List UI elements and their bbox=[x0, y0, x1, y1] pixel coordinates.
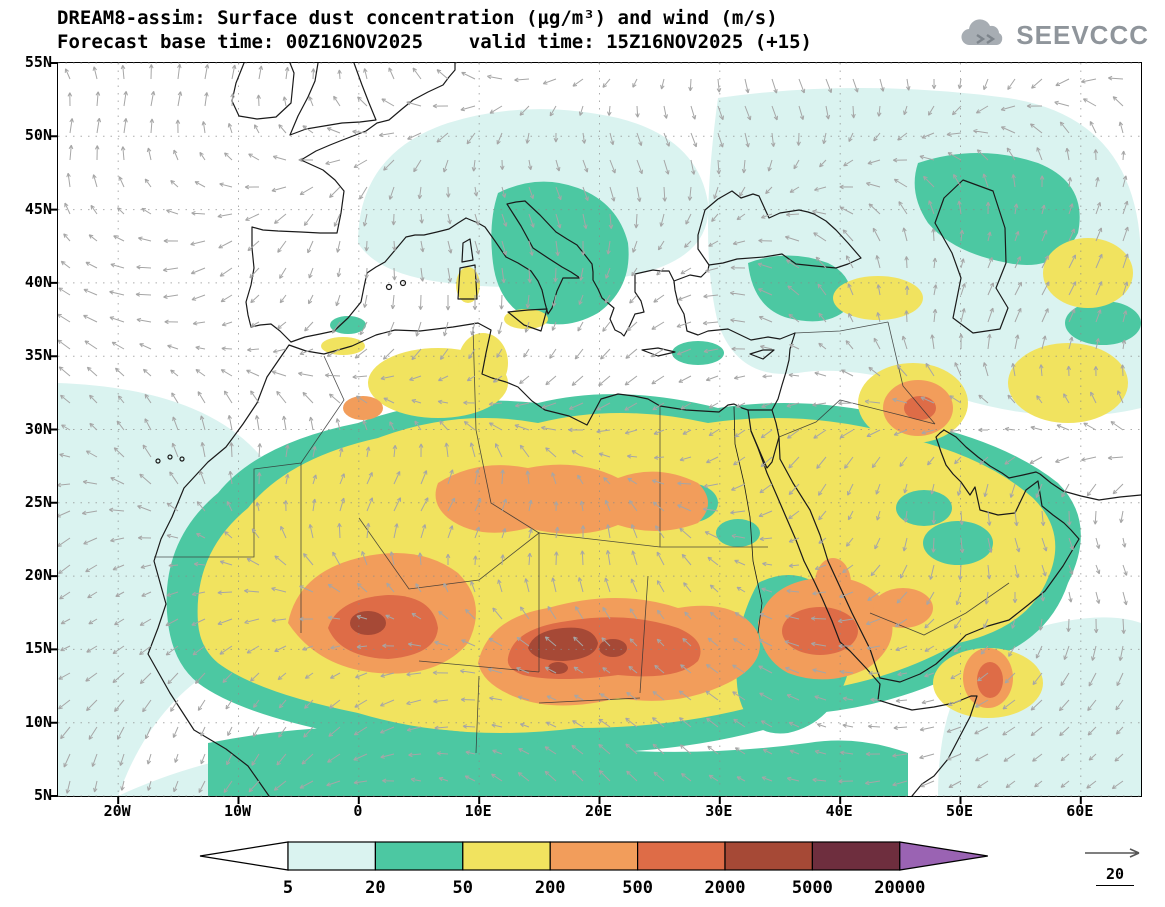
lat-axis-label: 15N bbox=[24, 639, 52, 658]
colorbar-legend: 5 20 50 200 500 2000 5000 20000 bbox=[198, 840, 994, 900]
legend-over-arrow bbox=[899, 841, 988, 871]
dust-field-layer bbox=[58, 88, 1141, 796]
cloud-logo-icon bbox=[961, 19, 1003, 46]
seevccc-logo: SEEVCCC bbox=[957, 18, 1149, 52]
chart-title: DREAM8-assim: Surface dust concentration… bbox=[57, 7, 778, 29]
legend-label: 20 bbox=[365, 878, 385, 898]
coastlines-layer bbox=[147, 63, 1141, 796]
legend-label: 50 bbox=[453, 878, 473, 898]
lon-axis-label: 0 bbox=[353, 802, 363, 820]
legend-label: 5000 bbox=[792, 878, 833, 898]
lon-axis-label: 20E bbox=[584, 802, 613, 820]
legend-label: 500 bbox=[622, 878, 653, 898]
lon-axis-label: 20W bbox=[103, 802, 131, 820]
legend-label: 5 bbox=[283, 878, 293, 898]
legend-label: 20000 bbox=[874, 878, 925, 898]
legend-label: 2000 bbox=[705, 878, 746, 898]
logo-text: SEEVCCC bbox=[1016, 19, 1149, 50]
wind-reference: 20 bbox=[1076, 844, 1154, 886]
wind-arrows-layer bbox=[58, 63, 1129, 794]
lon-axis-label: 50E bbox=[945, 802, 974, 820]
lon-axis-label: 10E bbox=[464, 802, 492, 820]
lon-axis-label: 60E bbox=[1066, 802, 1094, 820]
lat-axis-label: 50N bbox=[24, 126, 52, 145]
legend-segment bbox=[724, 841, 814, 871]
legend-segment bbox=[811, 841, 901, 871]
lat-axis-label: 55N bbox=[24, 53, 52, 71]
wind-reference-label: 20 bbox=[1095, 865, 1135, 886]
lat-axis-label: 35N bbox=[24, 346, 52, 365]
legend-label: 200 bbox=[535, 878, 566, 898]
lat-axis-label: 5N bbox=[33, 786, 52, 804]
wind-reference-arrow-icon bbox=[1085, 848, 1140, 858]
legend-segment bbox=[462, 841, 551, 871]
lat-axis-label: 25N bbox=[24, 492, 52, 511]
lon-axis-label: 30E bbox=[705, 802, 733, 820]
lat-axis-label: 45N bbox=[24, 199, 52, 218]
lon-axis-label: 10W bbox=[223, 802, 252, 820]
lon-axis-label: 40E bbox=[825, 802, 853, 820]
lat-axis-label: 40N bbox=[24, 272, 52, 291]
lat-axis-label: 30N bbox=[24, 419, 52, 438]
legend-segment bbox=[549, 841, 639, 871]
country-borders-layer bbox=[154, 321, 1010, 754]
lat-axis-label: 20N bbox=[24, 566, 52, 585]
legend-segment bbox=[287, 841, 377, 871]
map-plot-area bbox=[50, 62, 1142, 804]
legend-segment bbox=[374, 841, 464, 871]
chart-subtitle: Forecast base time: 00Z16NOV2025 valid t… bbox=[57, 31, 812, 53]
lat-axis-label: 10N bbox=[24, 712, 52, 731]
axis-ticks bbox=[50, 62, 1082, 804]
legend-segment bbox=[637, 841, 726, 871]
legend-under-arrow bbox=[199, 841, 289, 871]
